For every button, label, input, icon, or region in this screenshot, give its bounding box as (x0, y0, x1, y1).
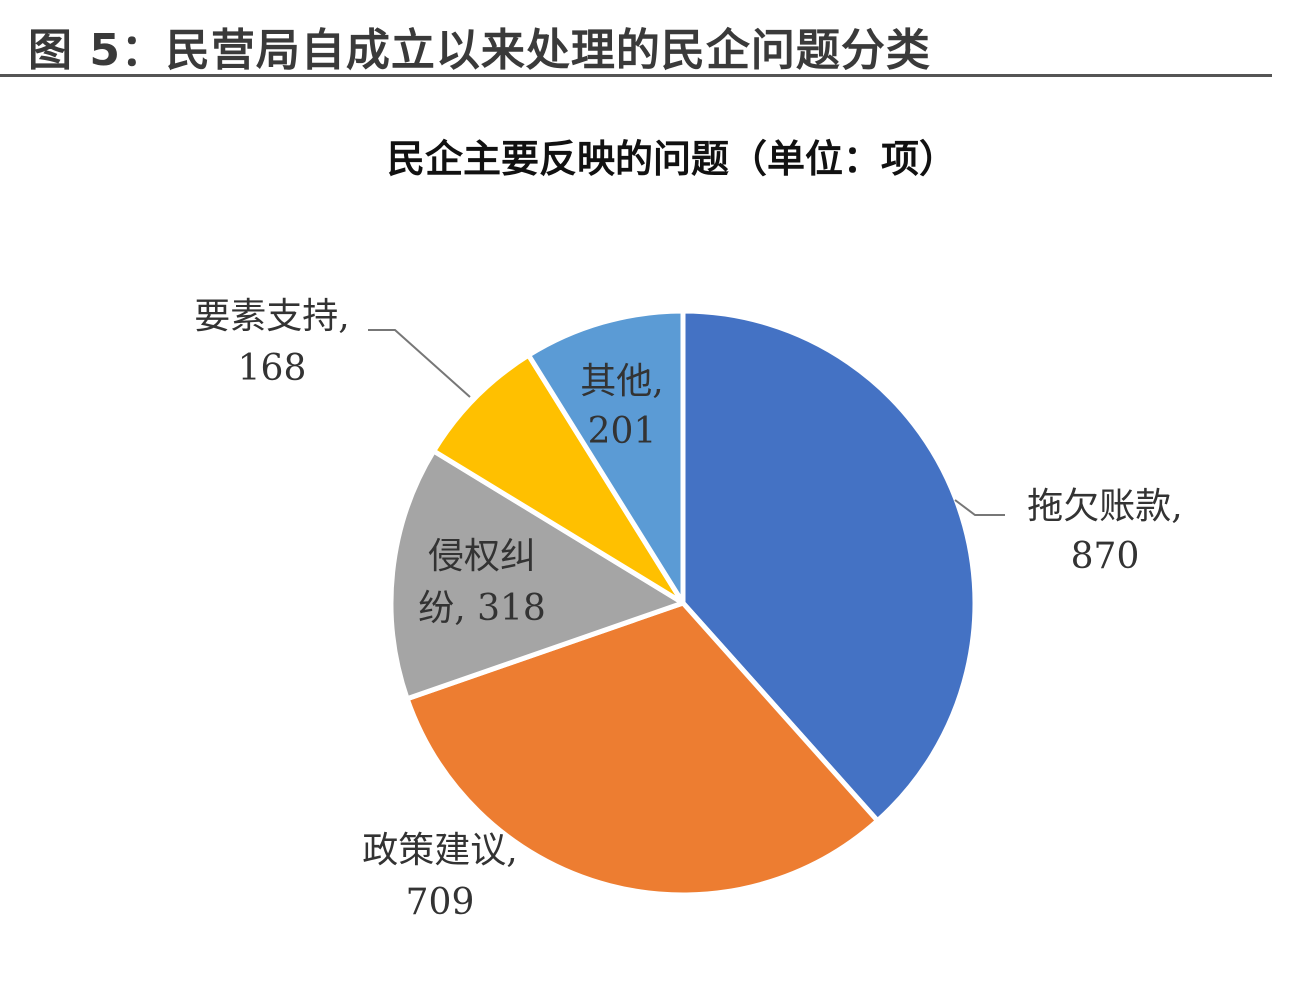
slice-label-0-line-0: 拖欠账款, (1027, 486, 1182, 527)
slice-label-1-line-0: 政策建议, (362, 830, 517, 871)
slice-label-0-line-1: 870 (1071, 536, 1140, 577)
title-divider (0, 74, 1272, 77)
pie-slice-1 (404, 600, 881, 898)
slice-label-3-line-1: 168 (238, 348, 307, 389)
pie-slice-3 (431, 352, 686, 606)
slice-label-4-line-1: 201 (588, 411, 657, 452)
slice-label-3-line-0: 要素支持, (194, 296, 349, 337)
leader-line-0 (954, 499, 1005, 516)
leader-line-3 (368, 329, 471, 398)
pie-slice-0 (680, 308, 978, 824)
slice-label-2-line-0: 侵权纠 (428, 536, 536, 577)
chart-title: 民企主要反映的问题（单位：项） (387, 136, 957, 181)
slice-label-2-line-1: 纷, 318 (418, 588, 546, 629)
slice-label-4-line-0: 其他, (580, 361, 663, 402)
figure-title: 图 5：民营局自成立以来处理的民企问题分类 (28, 25, 931, 76)
pie-slice-4 (526, 308, 686, 606)
pie-slice-2 (388, 448, 686, 702)
slice-label-1-line-1: 709 (406, 882, 475, 923)
